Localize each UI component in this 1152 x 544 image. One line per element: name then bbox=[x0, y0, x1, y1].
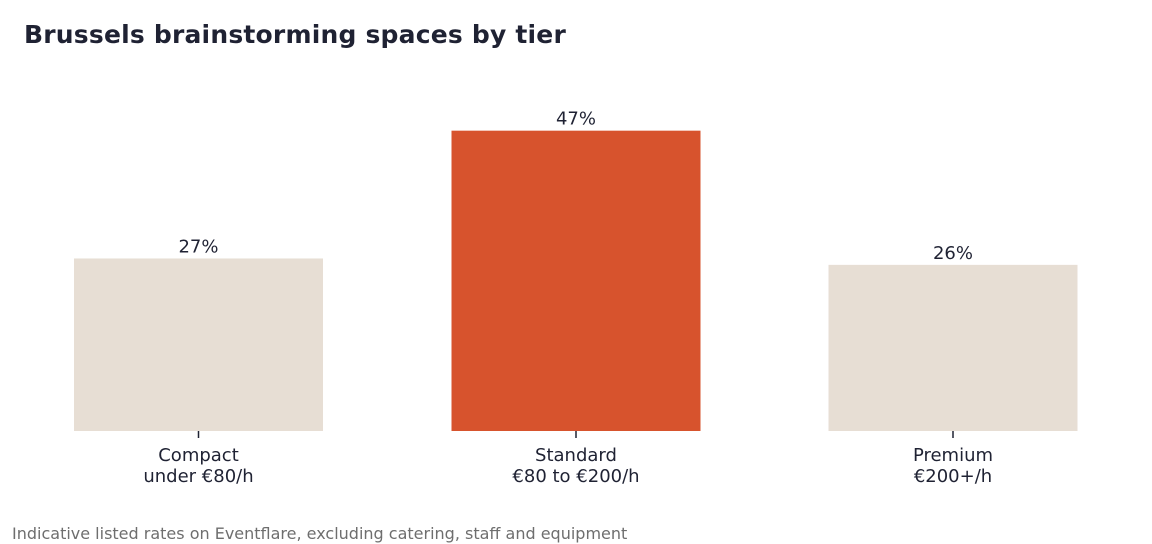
bars-layer bbox=[74, 130, 1078, 432]
bar-premium bbox=[828, 264, 1078, 431]
bar-compact bbox=[74, 258, 323, 431]
value-label-premium: 26% bbox=[933, 243, 973, 264]
value-label-compact: 27% bbox=[178, 236, 218, 257]
x-tick-label-compact: Compact under €80/h bbox=[143, 445, 253, 487]
chart-title: Brussels brainstorming spaces by tier bbox=[24, 20, 566, 49]
value-label-standard: 47% bbox=[556, 109, 596, 130]
bar-standard bbox=[451, 130, 701, 432]
x-tick-label-premium: Premium €200+/h bbox=[913, 445, 993, 487]
x-tick-label-standard: Standard €80 to €200/h bbox=[512, 445, 639, 487]
labels-layer: 27% 47% 26% bbox=[178, 109, 973, 264]
x-axis: Compact under €80/h Standard €80 to €200/h P… bbox=[143, 431, 993, 487]
footnote: Indicative listed rates on Eventflare, e… bbox=[12, 524, 628, 543]
